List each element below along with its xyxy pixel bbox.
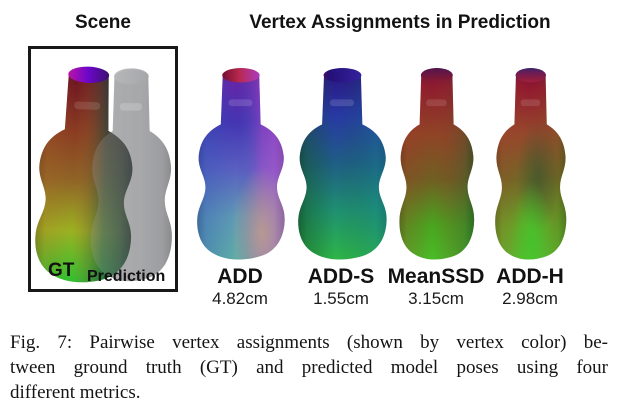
- bottle-render-add: [197, 68, 285, 260]
- scene-box: GT Prediction: [28, 46, 178, 292]
- prediction-label: Prediction: [87, 268, 166, 285]
- metric-column-add: ADD 4.82cm: [190, 56, 290, 308]
- caption-line-3: different metrics.: [10, 382, 141, 403]
- bottle-render-meanssd: [399, 68, 475, 260]
- metric-name: ADD-H: [496, 265, 564, 288]
- metric-name: MeanSSD: [387, 265, 485, 288]
- scene-render: [33, 65, 172, 285]
- metric-value: 1.55cm: [313, 289, 369, 308]
- vertex-assignments-title: Vertex Assignments in Prediction: [249, 12, 551, 33]
- caption-line-1: Fig. 7: Pairwise vertex assignments (sho…: [10, 332, 608, 353]
- caption-line-2: tween ground truth (GT) and predicted mo…: [10, 357, 608, 378]
- scene-title: Scene: [75, 12, 131, 33]
- metric-name: ADD-S: [307, 265, 375, 288]
- figure-caption: Fig. 7: Pairwise vertex assignments (sho…: [10, 330, 608, 405]
- bottle-render-add-s: [297, 68, 387, 260]
- metric-column-add-s: ADD-S 1.55cm: [291, 56, 391, 308]
- metric-value: 4.82cm: [212, 289, 268, 308]
- bottle-render-add-h: [495, 68, 567, 260]
- metric-value: 2.98cm: [502, 289, 558, 308]
- metric-column-meanssd: MeanSSD 3.15cm: [386, 56, 486, 308]
- metric-column-add-h: ADD-H 2.98cm: [480, 56, 580, 308]
- gt-label: GT: [48, 260, 75, 281]
- metric-name: ADD: [217, 265, 263, 288]
- metric-value: 3.15cm: [408, 289, 464, 308]
